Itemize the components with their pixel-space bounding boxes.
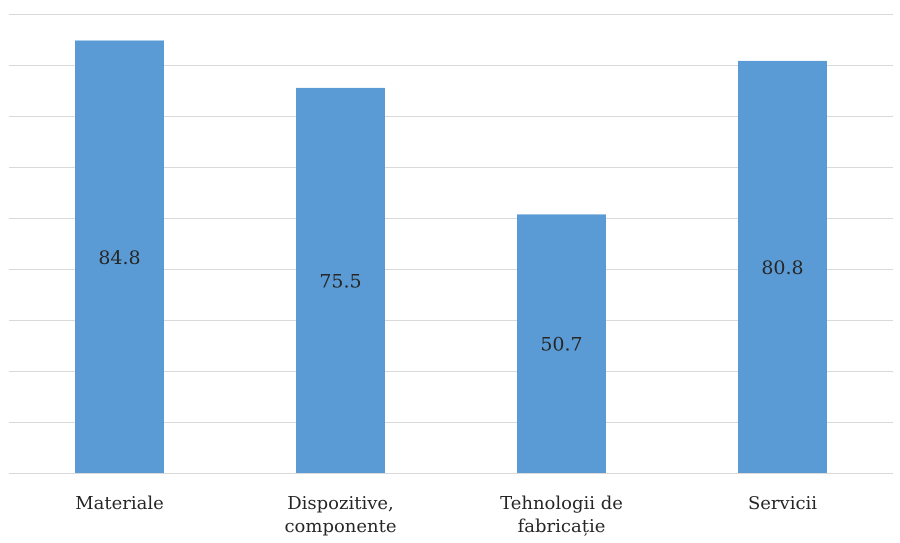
bar-series <box>75 40 827 474</box>
category-label-1: Dispozitive, componente <box>284 493 396 537</box>
category-label-2: Tehnologii de fabricație <box>500 493 623 537</box>
bar-0 <box>75 40 164 473</box>
category-label-2-line-1: fabricație <box>518 516 606 537</box>
category-label-3-line-0: Servicii <box>748 493 817 514</box>
data-label-1: 75.5 <box>319 271 361 293</box>
category-label-2-line-0: Tehnologii de <box>500 493 623 514</box>
data-labels: 84.8 75.5 50.7 80.8 <box>98 247 803 356</box>
category-label-3: Servicii <box>748 493 817 514</box>
data-label-0: 84.8 <box>98 247 140 269</box>
data-label-3: 80.8 <box>761 257 803 279</box>
category-label-1-line-1: componente <box>284 516 396 537</box>
category-label-1-line-0: Dispozitive, <box>287 493 394 514</box>
category-label-0: Materiale <box>75 493 164 514</box>
bar-1 <box>296 87 385 474</box>
category-label-0-line-0: Materiale <box>75 493 164 514</box>
bar-3 <box>738 60 827 474</box>
category-labels: Materiale Dispozitive, componente Tehnologi… <box>75 493 817 537</box>
bar-2 <box>517 214 606 473</box>
data-label-2: 50.7 <box>540 334 582 356</box>
